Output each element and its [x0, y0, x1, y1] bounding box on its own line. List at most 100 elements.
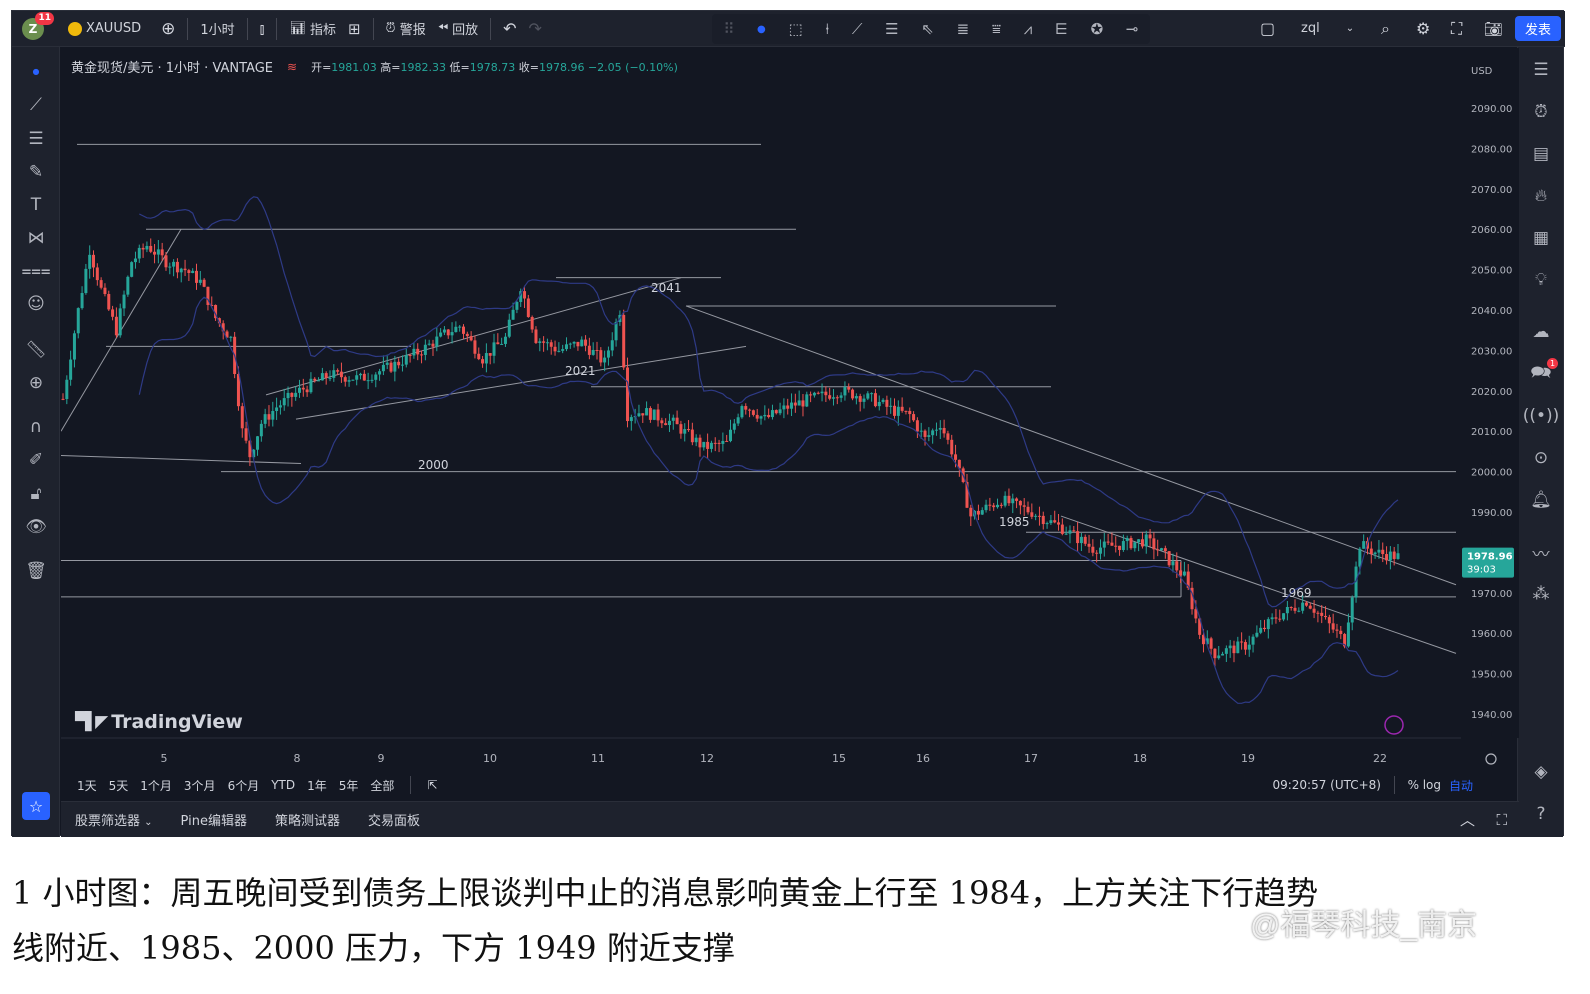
candle-body	[549, 342, 553, 347]
rectangle-tool-icon[interactable]: ⬚	[788, 20, 803, 38]
calendar-icon[interactable]: ▦	[1532, 228, 1550, 248]
tf-all[interactable]: 全部	[370, 778, 395, 793]
trend-line-icon[interactable]: ⟋	[851, 20, 863, 38]
tf-ytd[interactable]: YTD	[271, 778, 296, 792]
screener-label: 股票筛选器	[75, 814, 141, 829]
notifications-bell-icon[interactable]: 🔔︎	[1530, 490, 1552, 510]
magnet-icon[interactable]: ∩	[29, 417, 43, 437]
candle-body	[359, 373, 363, 376]
unlock-icon[interactable]: 🔓︎	[30, 484, 42, 504]
object-tree-icon[interactable]: ⁂	[1532, 584, 1550, 604]
parallel-channel-icon[interactable]: ≣	[956, 20, 970, 38]
chevron-down-icon: ⌄	[1345, 23, 1355, 34]
redo-icon[interactable]: ↷	[528, 19, 542, 38]
left-drawing-toolbar: ● ⟋ ☰ ✎ T ⋈ ⩶ ☺ 📏︎ ⊕ ∩ ✐ 🔓︎ 👁︎ 🗑︎ ☆	[12, 47, 60, 837]
maximize-panel-icon[interactable]: ⛶	[1496, 810, 1507, 829]
panel-strategy-tester[interactable]: 策略测试器	[274, 814, 340, 829]
more-tools-icon[interactable]: ⊸	[1125, 20, 1139, 38]
chat-icon[interactable]: 🗪︎ 1	[1528, 358, 1558, 387]
publish-button[interactable]: 发表	[1515, 16, 1561, 41]
streams-cloud-icon[interactable]: ☁	[1532, 322, 1550, 342]
replay-button[interactable]: ⏪︎ 回放	[432, 14, 484, 44]
candle-style-icon[interactable]: ⫾	[259, 19, 265, 38]
tf-3m[interactable]: 3个月	[183, 778, 216, 793]
watchlist-icon[interactable]: ☰	[1533, 60, 1549, 80]
projection-icon[interactable]: ⋿	[1054, 20, 1068, 38]
ruler-icon[interactable]: 📏︎	[25, 340, 47, 360]
color-dot-icon[interactable]: ●	[757, 23, 766, 35]
drag-handle-icon[interactable]: ⠿	[723, 20, 735, 38]
pattern-tool-icon[interactable]: ⋈	[27, 228, 45, 248]
horizontal-lines-icon[interactable]: ☰	[885, 20, 899, 38]
layout-name-button[interactable]: zql ⌄	[1295, 14, 1360, 44]
panel-screener[interactable]: 股票筛选器 ⌄	[61, 810, 167, 829]
candle-body	[1144, 534, 1148, 547]
clock-label[interactable]: 09:20:57 (UTC+8)	[1272, 778, 1381, 792]
crosshair-dot-icon[interactable]: ●	[32, 66, 40, 76]
fib-icon[interactable]: ⩸	[991, 20, 1001, 38]
legend-indicator-icon[interactable]: ≋	[287, 59, 298, 74]
news-icon[interactable]: ▤	[1532, 144, 1550, 164]
favorite-tool-icon[interactable]: ✪	[1090, 20, 1104, 38]
cursor-icon[interactable]: ⇖	[921, 20, 934, 38]
tf-1m[interactable]: 1个月	[140, 778, 172, 793]
help-icon[interactable]: ?	[1536, 804, 1546, 824]
candle-body	[252, 449, 256, 458]
candle-body	[858, 396, 862, 402]
ideas-lightbulb-icon[interactable]: 💡︎	[1535, 270, 1547, 290]
search-icon[interactable]: ⌕	[1381, 18, 1390, 38]
fib-retracement-icon[interactable]: ☰	[28, 129, 44, 149]
panel-pine-editor[interactable]: Pine编辑器	[180, 814, 247, 829]
signals-icon[interactable]: ((•))	[1522, 406, 1560, 426]
candle-body	[900, 406, 904, 411]
panel-trading[interactable]: 交易面板	[367, 814, 420, 829]
layout-square-icon[interactable]: ▢	[1260, 19, 1276, 38]
pattern-icon[interactable]: ⩘	[1023, 20, 1033, 38]
alarm-icon[interactable]: ⏰︎	[1534, 102, 1548, 122]
tf-5d[interactable]: 5天	[108, 778, 129, 793]
auto-scale-toggle[interactable]: 自动	[1448, 778, 1473, 793]
lock-drawing-pencil-icon[interactable]: ✐	[28, 450, 44, 470]
compare-add-icon[interactable]: ⊕	[161, 18, 176, 39]
vertical-line-icon[interactable]: ⍿	[825, 20, 830, 38]
play-broadcast-icon[interactable]: ⊙	[1533, 448, 1549, 468]
zoom-in-icon[interactable]: ⊕	[28, 373, 44, 393]
price-tick-label: 2080.00	[1471, 144, 1512, 155]
percent-toggle[interactable]: %	[1407, 778, 1419, 792]
candle-body	[462, 326, 465, 334]
camera-icon[interactable]: 📷︎	[1484, 19, 1504, 38]
user-avatar[interactable]: Z 11	[22, 11, 54, 40]
candle-body	[660, 420, 664, 424]
gear-icon[interactable]: ⚙	[1416, 19, 1431, 38]
text-tool-icon[interactable]: T	[30, 195, 42, 215]
trading-panel-icon[interactable]: 〰	[1532, 544, 1550, 565]
forecast-tool-icon[interactable]: ⩶	[21, 261, 51, 281]
log-toggle[interactable]: log	[1422, 778, 1441, 792]
watchlist-star-icon[interactable]: ☆	[22, 792, 50, 820]
tf-1d[interactable]: 1天	[77, 778, 97, 793]
eye-icon[interactable]: 👁︎	[25, 517, 47, 537]
tf-1y[interactable]: 1年	[307, 778, 327, 793]
candle-body	[774, 410, 778, 414]
layers-icon[interactable]: ◈	[1534, 762, 1548, 782]
trend-line-tool-icon[interactable]: ⟋	[30, 95, 42, 115]
fullscreen-icon[interactable]: ⛶	[1451, 18, 1463, 38]
trash-icon[interactable]: 🗑︎	[25, 561, 47, 581]
symbol-search-button[interactable]: XAUUSD	[62, 14, 147, 44]
goto-date-icon[interactable]: ⇱	[427, 778, 438, 792]
emoji-icon[interactable]: ☺	[27, 294, 45, 314]
candle-body	[95, 267, 99, 281]
indicators-icon: 📊︎	[289, 21, 306, 36]
alerts-button[interactable]: ⏰︎ 警报	[380, 14, 432, 44]
undo-icon[interactable]: ↶	[503, 19, 517, 38]
tf-5y[interactable]: 5年	[338, 778, 359, 793]
tf-6m[interactable]: 6个月	[227, 778, 260, 793]
chevron-up-icon[interactable]: ︿	[1459, 811, 1475, 829]
chart-canvas[interactable]: 204120212000198519692090.002080.002070.0…	[61, 48, 1519, 801]
interval-button[interactable]: 1小时	[194, 14, 240, 44]
indicators-button[interactable]: 📊︎ 指标	[283, 14, 342, 44]
hotlist-flame-icon[interactable]: 🔥︎	[1534, 186, 1548, 206]
brush-icon[interactable]: ✎	[28, 162, 44, 182]
templates-grid-icon[interactable]: ⊞	[347, 19, 361, 38]
price-chart[interactable]: 2041 2021 2000 1985 1969 2090.00 2080.00 2070.0…	[61, 48, 1519, 801]
